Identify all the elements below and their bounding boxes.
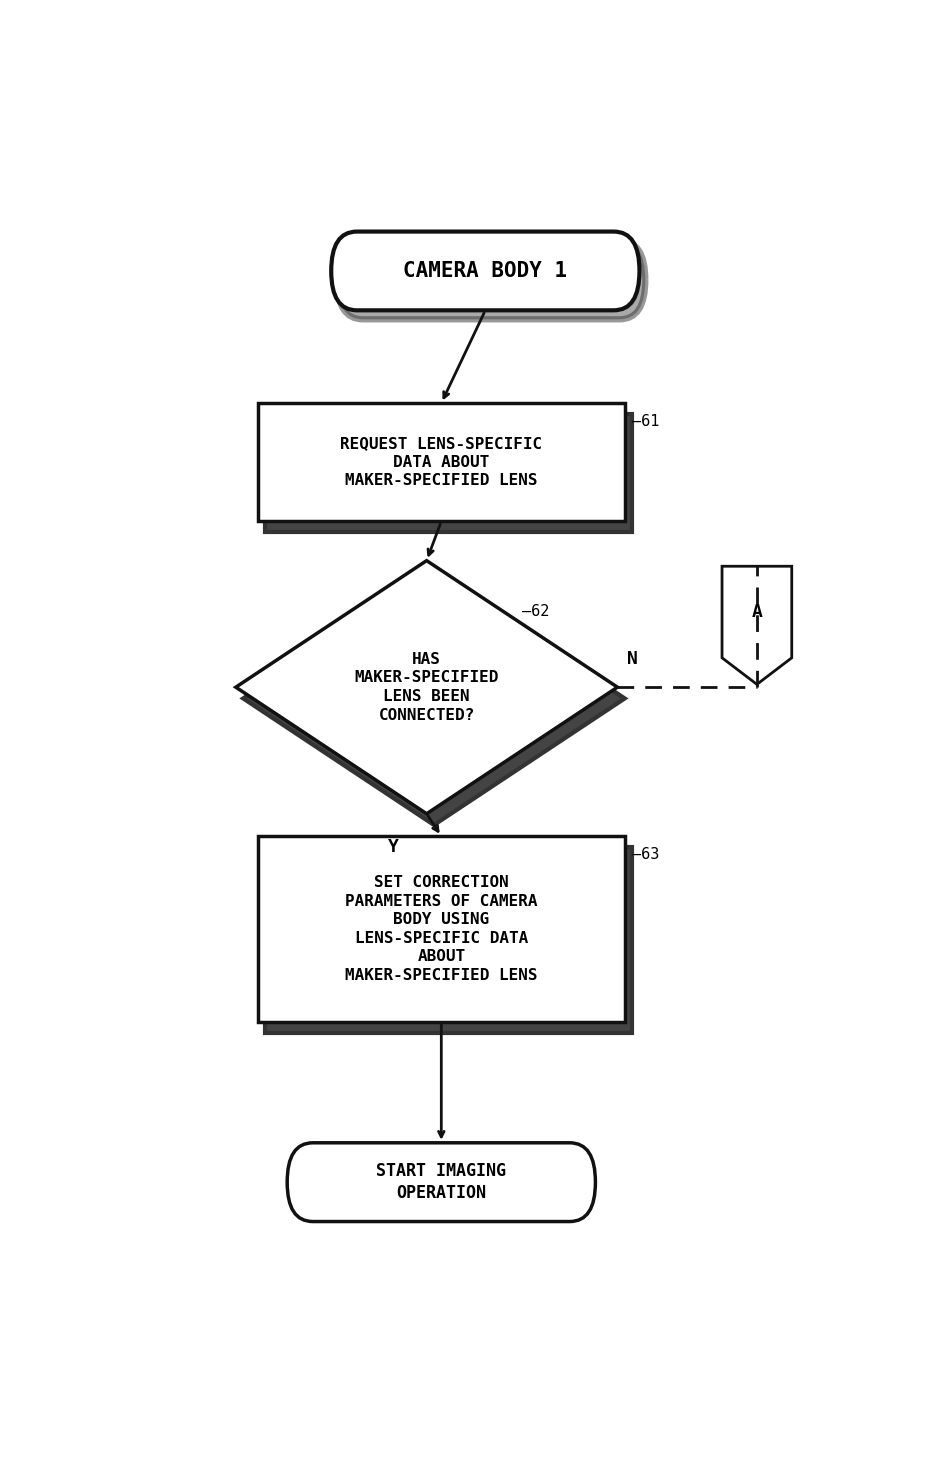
Bar [258,836,625,1021]
Text: N: N [627,650,637,668]
Text: A: A [752,603,762,621]
Polygon shape [243,571,625,825]
FancyBboxPatch shape [331,232,639,310]
Bar [265,415,632,532]
Text: START IMAGING
OPERATION: START IMAGING OPERATION [376,1161,507,1202]
Text: —62: —62 [522,603,549,619]
Text: CAMERA BODY 1: CAMERA BODY 1 [403,262,567,281]
Polygon shape [236,561,617,814]
Polygon shape [722,567,792,684]
Text: —61: —61 [633,415,659,430]
Text: Y: Y [388,839,399,856]
Text: —63: —63 [633,847,659,862]
FancyBboxPatch shape [337,241,645,320]
Text: SET CORRECTION
PARAMETERS OF CAMERA
BODY USING
LENS-SPECIFIC DATA
ABOUT
MAKER-SP: SET CORRECTION PARAMETERS OF CAMERA BODY… [345,875,538,983]
Text: REQUEST LENS-SPECIFIC
DATA ABOUT
MAKER-SPECIFIED LENS: REQUEST LENS-SPECIFIC DATA ABOUT MAKER-S… [340,435,543,488]
Bar [258,403,625,522]
Bar [265,847,632,1033]
Text: HAS
MAKER-SPECIFIED
LENS BEEN
CONNECTED?: HAS MAKER-SPECIFIED LENS BEEN CONNECTED? [354,652,499,723]
FancyBboxPatch shape [287,1143,596,1221]
